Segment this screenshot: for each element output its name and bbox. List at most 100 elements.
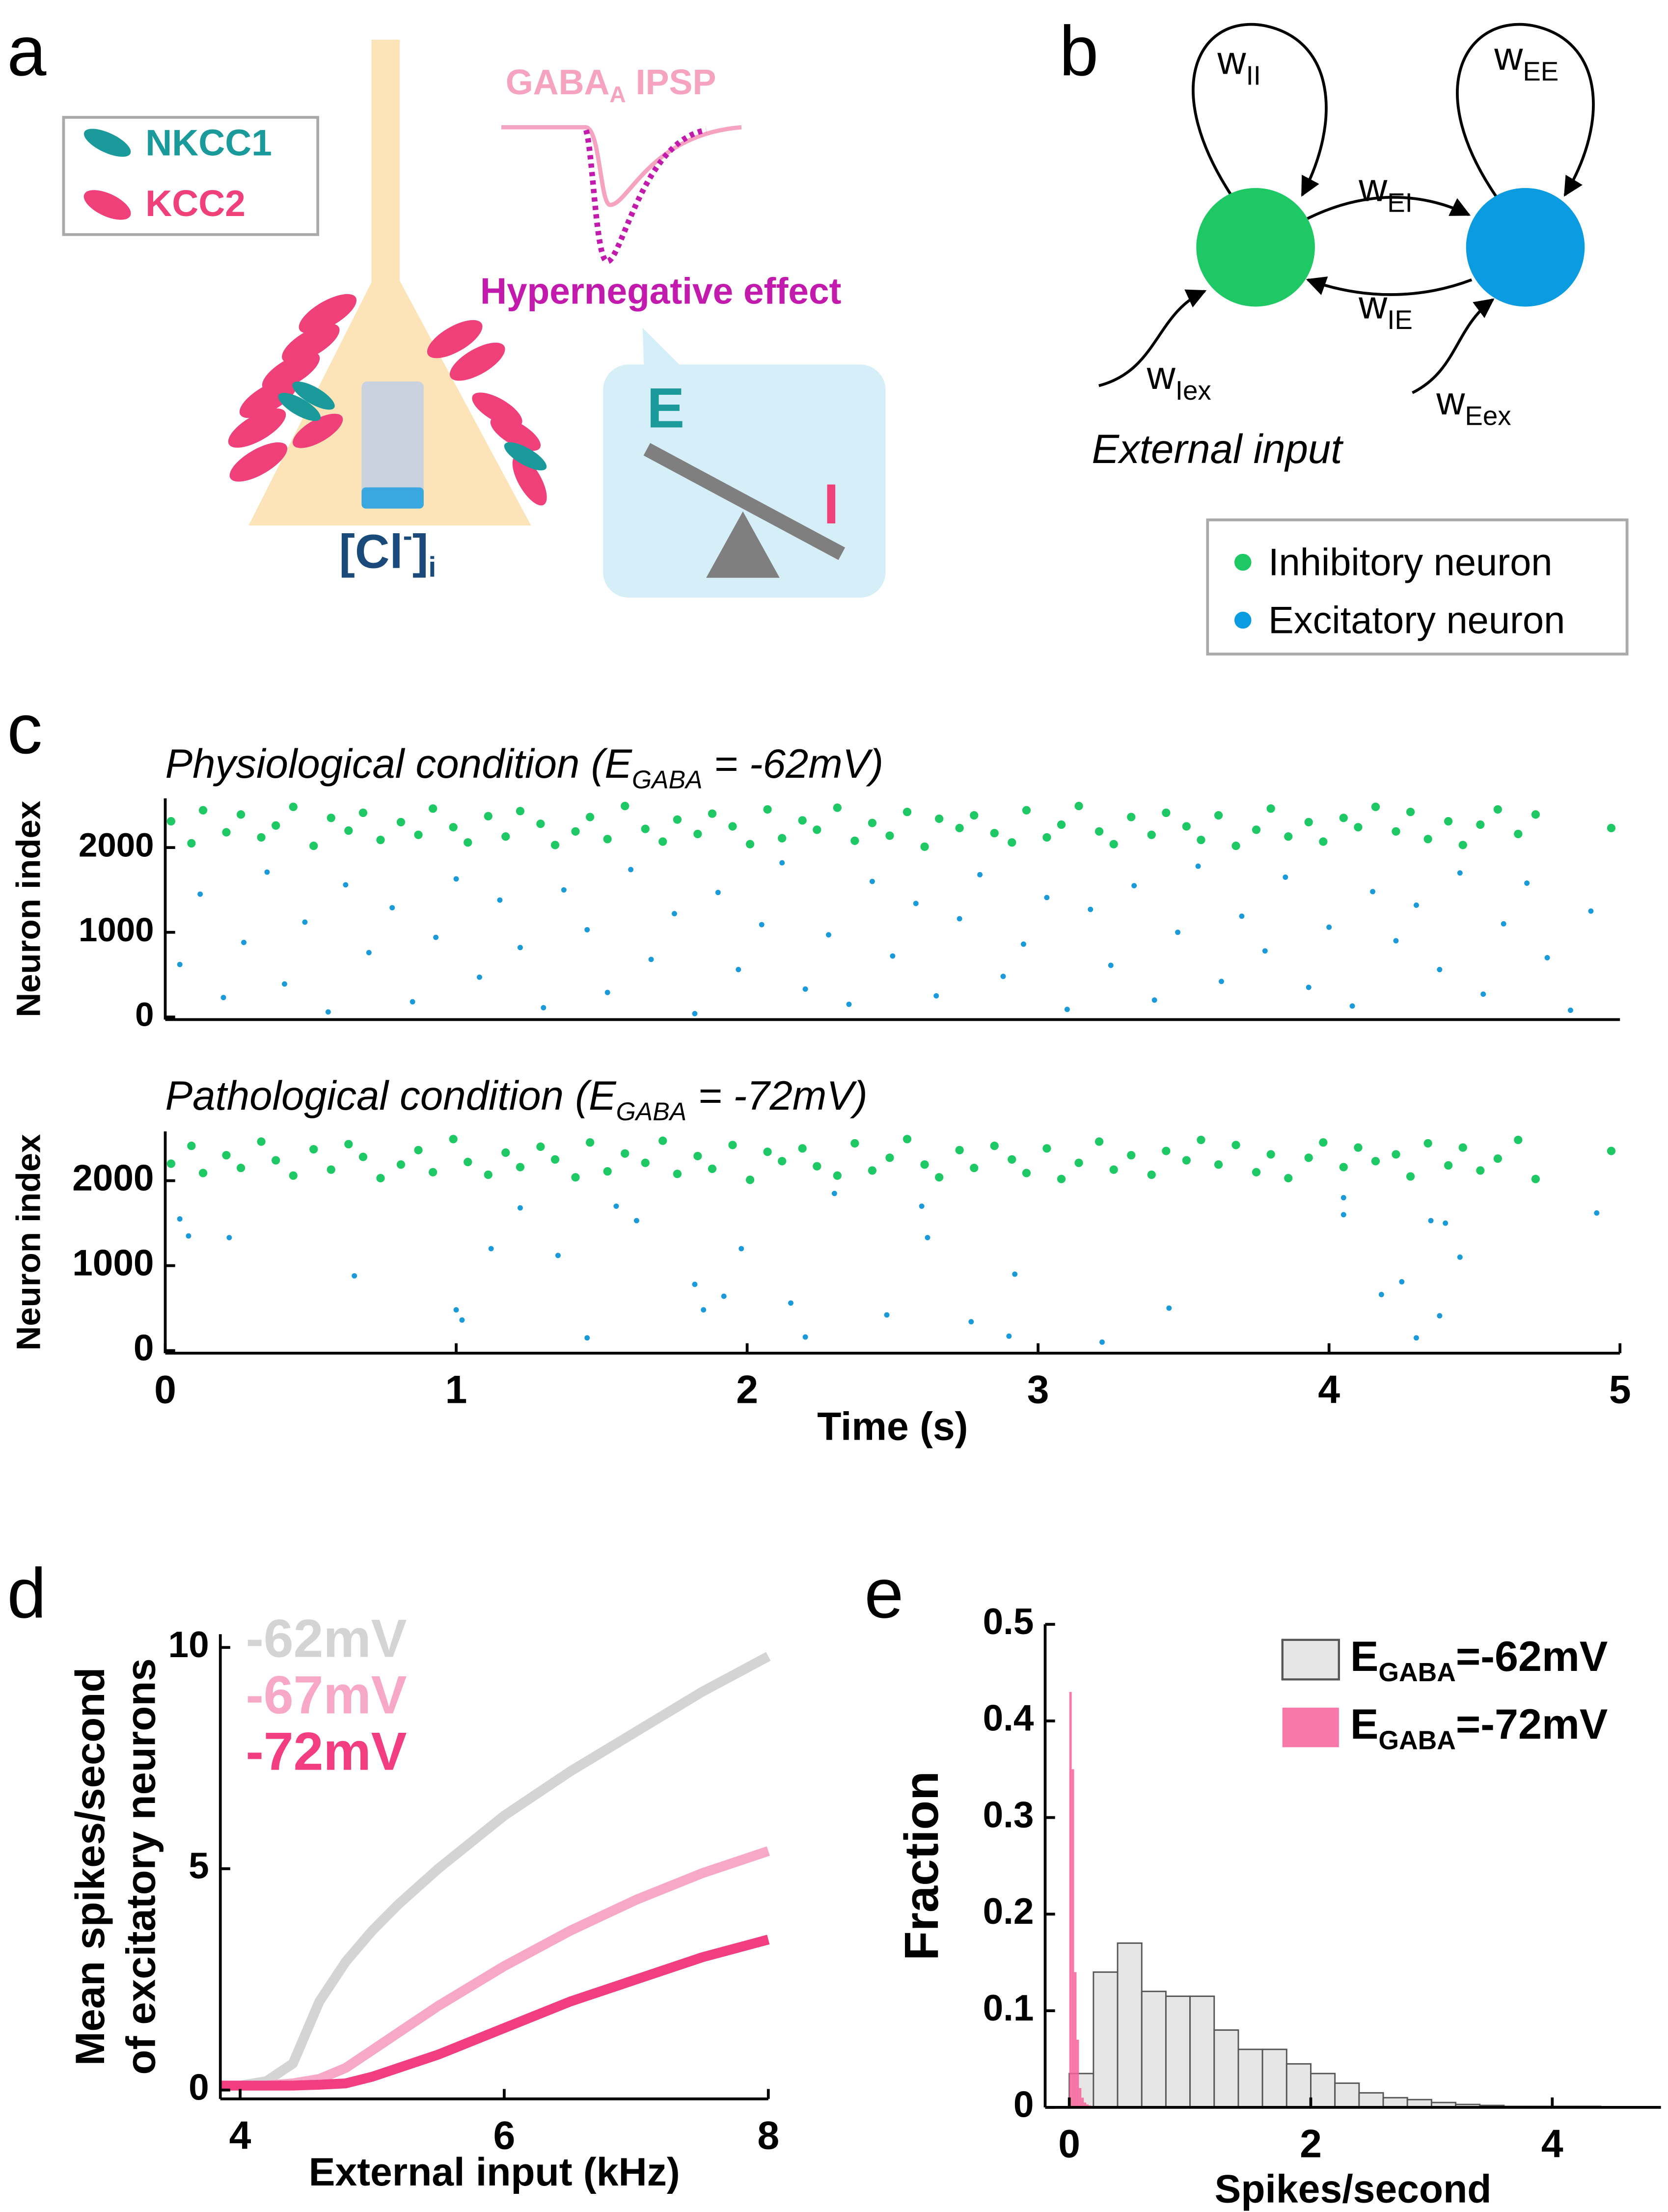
spike (453, 876, 459, 882)
y-axis-label: Fraction (894, 1771, 948, 1961)
y-tick-label: 0 (134, 1327, 154, 1368)
chart-title-part: Physiological condition (E (165, 740, 633, 787)
spike (1266, 1150, 1275, 1159)
spike (778, 1157, 787, 1166)
spike (166, 817, 176, 826)
chart-title-part: = -72mV) (686, 1072, 867, 1119)
balance-e: E (647, 377, 684, 440)
spike (186, 1233, 191, 1239)
spike (1339, 1163, 1348, 1172)
spike (449, 823, 458, 832)
spike (826, 932, 831, 938)
bar (1086, 2104, 1089, 2107)
spike (813, 1162, 821, 1171)
spike (633, 1218, 639, 1224)
legend-text: Excitatory neuron (1268, 599, 1565, 641)
spike (1162, 1147, 1171, 1155)
spike (257, 833, 266, 842)
spike (236, 1164, 246, 1173)
chart-title: Pathological condition (EGABA = -72mV) (165, 1072, 868, 1125)
spike (327, 1165, 335, 1174)
spike (1607, 1147, 1616, 1155)
spike (1044, 895, 1050, 901)
spike (344, 1140, 353, 1148)
x-axis-label: External input (kHz) (309, 2150, 680, 2194)
x-tick-label: 8 (757, 2113, 779, 2157)
spike (1012, 1271, 1018, 1277)
spike (1501, 921, 1506, 927)
spike (1458, 841, 1467, 849)
spike (692, 1282, 698, 1287)
legend-box (1206, 518, 1629, 655)
legend-entry-part: GABA (1378, 1658, 1456, 1687)
bar (1165, 1995, 1191, 2108)
line (220, 1652, 771, 2091)
spike (693, 1151, 702, 1161)
y-tick-label: 0.1 (983, 1987, 1034, 2028)
spike (325, 1009, 331, 1015)
spike (1022, 1169, 1031, 1177)
spike (1476, 1166, 1485, 1175)
spike (1099, 1339, 1105, 1345)
nkcc1-icon (83, 129, 131, 157)
spike (264, 869, 270, 875)
spike (1108, 962, 1114, 968)
y-tick-label: 0.3 (983, 1794, 1034, 1835)
spike (672, 911, 677, 917)
spike (1457, 870, 1463, 876)
spike (648, 956, 654, 962)
spike (1493, 1154, 1502, 1163)
spike (1428, 1218, 1434, 1224)
legend-text: Inhibitory neuron (1268, 541, 1552, 583)
legend-entry: -72mV (246, 1722, 407, 1782)
spike (1214, 811, 1223, 820)
hypernegative-trace (583, 127, 707, 265)
spike (586, 1138, 595, 1147)
spike (701, 1307, 707, 1313)
spike (497, 897, 503, 903)
x-tick-label: 2 (736, 1368, 758, 1412)
chart-title-part: Pathological condition (E (165, 1072, 617, 1119)
spike (484, 812, 492, 820)
spike (913, 901, 919, 906)
spike (198, 806, 208, 815)
spike (410, 999, 415, 1005)
legend-entry-part: E (1350, 1633, 1379, 1680)
spike (1531, 810, 1540, 819)
spike (1175, 929, 1181, 935)
y-tick-label: 2000 (72, 1157, 154, 1198)
spike (584, 1335, 590, 1341)
spike (501, 1148, 510, 1157)
x-tick-label: 4 (1318, 1368, 1340, 1412)
spike (970, 811, 979, 820)
spike (1493, 805, 1502, 814)
bar (1117, 1942, 1143, 2108)
spike (1218, 979, 1224, 984)
bar (1076, 2040, 1079, 2107)
legend-entry-part: E (1350, 1701, 1379, 1748)
spike (166, 1159, 176, 1168)
spike (1021, 941, 1026, 947)
spike (272, 821, 280, 830)
spike (289, 1171, 298, 1180)
spike (728, 822, 737, 831)
arrow-eex (1412, 298, 1495, 394)
spike (1109, 840, 1118, 848)
spike (453, 1307, 459, 1313)
spike (708, 809, 717, 818)
spike (1262, 948, 1268, 954)
bar (1141, 1991, 1167, 2108)
x-tick-label: 4 (1541, 2122, 1563, 2166)
spike (1284, 832, 1293, 841)
spike (376, 1174, 385, 1183)
spike (477, 974, 482, 980)
spike (885, 1153, 894, 1162)
spike (555, 1253, 561, 1258)
spike (459, 1317, 465, 1323)
chart-title-part: GABA (616, 1097, 687, 1125)
y-tick-label: 0.4 (983, 1697, 1034, 1739)
spike (1306, 984, 1312, 990)
legend-marker (1234, 611, 1252, 629)
